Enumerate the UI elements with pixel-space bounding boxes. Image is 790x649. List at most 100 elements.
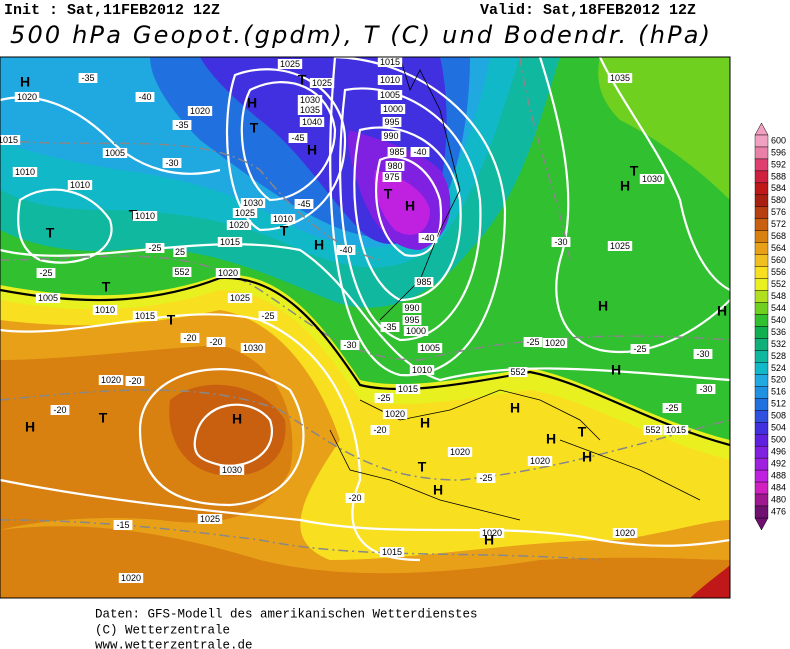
- pressure-center: H: [405, 198, 415, 214]
- contour-label: 1025: [200, 514, 220, 524]
- contour-label: 1005: [380, 90, 400, 100]
- colorbar-label: 548: [771, 291, 786, 301]
- contour-label: -35: [175, 120, 188, 130]
- colorbar-label: 556: [771, 267, 786, 277]
- label-box: [35, 293, 61, 303]
- label-box: [240, 198, 266, 208]
- contour-label: -20: [348, 493, 361, 503]
- colorbar-swatch: [754, 194, 769, 208]
- contour-label: 1010: [15, 167, 35, 177]
- contour-label: -25: [526, 337, 539, 347]
- label-box: [232, 208, 258, 218]
- colorbar-swatch: [754, 278, 769, 291]
- contour-label: 980: [387, 161, 402, 171]
- contour-label: 1010: [95, 305, 115, 315]
- colorbar-swatch: [754, 290, 769, 303]
- label-box: [92, 305, 118, 315]
- contour-label: -25: [665, 403, 678, 413]
- label-box: [12, 167, 38, 177]
- pressure-center: H: [582, 449, 592, 465]
- label-box: [387, 147, 407, 157]
- label-box: [277, 59, 303, 69]
- label-box: [639, 174, 665, 184]
- contour-label: 1005: [38, 293, 58, 303]
- contour-label: -25: [377, 393, 390, 403]
- label-box: [172, 267, 192, 277]
- contour-label: -35: [81, 73, 94, 83]
- colorbar-swatch: [754, 134, 769, 148]
- contour-label: 1030: [243, 343, 263, 353]
- label-box: [374, 393, 394, 403]
- colorbar-label: 500: [771, 435, 786, 445]
- pressure-center: H: [247, 95, 257, 111]
- contour-label: 1020: [615, 528, 635, 538]
- label-box: [240, 343, 266, 353]
- colorbar-swatch: [754, 314, 769, 327]
- label-box: [417, 343, 443, 353]
- contour-label: 1015: [666, 425, 686, 435]
- colorbar-swatch: [754, 350, 769, 363]
- contour-label: 1040: [302, 117, 322, 127]
- contour-label: 1020: [17, 92, 37, 102]
- label-box: [377, 75, 403, 85]
- contour-label: -40: [339, 245, 352, 255]
- contour-label: -25: [148, 243, 161, 253]
- contour-label: 1030: [222, 465, 242, 475]
- pressure-center: T: [384, 186, 393, 202]
- label-box: [180, 333, 200, 343]
- pressure-center: T: [298, 72, 307, 88]
- contour-label: -25: [39, 268, 52, 278]
- pressure-center: T: [46, 225, 55, 241]
- label-box: [98, 375, 124, 385]
- contour-label: 995: [404, 315, 419, 325]
- label-box: [410, 147, 430, 157]
- colorbar-label: 476: [771, 506, 786, 516]
- label-box: [402, 315, 422, 325]
- label-box: [297, 95, 323, 105]
- contour-label: 1020: [450, 447, 470, 457]
- pressure-center: H: [611, 362, 621, 378]
- line-552: [0, 276, 730, 447]
- label-box: [385, 161, 405, 171]
- contour-label: 1020: [101, 375, 121, 385]
- coastlines: [329, 57, 701, 521]
- contour-label: 1010: [412, 365, 432, 375]
- contour-label: 1015: [135, 311, 155, 321]
- contour-label: 1020: [121, 573, 141, 583]
- colorbar-label: 560: [771, 255, 786, 265]
- label-box: [340, 340, 360, 350]
- contour-label: -20: [373, 425, 386, 435]
- label-box: [382, 117, 402, 127]
- colorbar-swatch: [754, 326, 769, 339]
- colorbar-swatch: [754, 457, 769, 471]
- label-box: [523, 337, 543, 347]
- map-frame: [0, 56, 731, 599]
- contour-label: -30: [696, 349, 709, 359]
- label-box: [14, 92, 40, 102]
- label-box: [663, 425, 689, 435]
- contour-label: 1000: [406, 326, 426, 336]
- colorbar-swatch: [754, 242, 769, 255]
- label-box: [78, 73, 98, 83]
- colorbar-cap: [754, 517, 769, 531]
- contour-label: 1005: [105, 148, 125, 158]
- contour-label: 1020: [482, 528, 502, 538]
- pressure-center: H: [717, 303, 727, 319]
- contour-label: -20: [128, 376, 141, 386]
- label-box: [380, 322, 400, 332]
- colorbar-swatch: [754, 302, 769, 315]
- contour-label: 1010: [70, 180, 90, 190]
- contour-label: 552: [645, 425, 660, 435]
- label-box: [102, 148, 128, 158]
- label-box: [162, 158, 182, 168]
- pressure-center: H: [232, 411, 242, 427]
- colorbar-label: 572: [771, 219, 786, 229]
- colorbar-swatch: [754, 374, 769, 387]
- contour-label: -45: [297, 199, 310, 209]
- colorbar-label: 492: [771, 459, 786, 469]
- colorbar-swatch: [754, 338, 769, 351]
- pressure-center: T: [99, 410, 108, 426]
- colorbar-label: 576: [771, 207, 786, 217]
- valid-time: Valid: Sat,18FEB2012 12Z: [480, 2, 696, 19]
